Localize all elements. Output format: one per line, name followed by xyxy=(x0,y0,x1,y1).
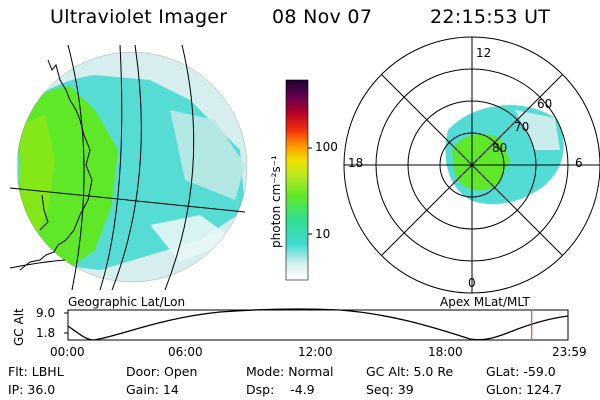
status-glat: GLat: -59.0 xyxy=(486,364,556,379)
polar-plot xyxy=(343,36,600,294)
colorbar-scale xyxy=(285,79,309,281)
mlat-label-70: 70 xyxy=(514,120,530,134)
x-tick-2359: 23:59 xyxy=(552,345,587,359)
geographic-grid xyxy=(9,44,246,291)
polar-caption: Apex MLat/MLT xyxy=(440,295,530,309)
altitude-plot-frame xyxy=(64,308,569,341)
status-ip: IP: 36.0 xyxy=(8,382,56,397)
status-gain: Gain: 14 xyxy=(126,382,179,397)
x-tick-0600: 06:00 xyxy=(168,345,203,359)
altitude-curve xyxy=(67,308,569,341)
status-glon: GLon: 124.7 xyxy=(486,382,562,397)
mlat-label-60: 60 xyxy=(537,97,553,111)
altitude-ymin: 1.8 xyxy=(36,326,56,340)
x-tick-1800: 18:00 xyxy=(428,345,463,359)
mlt-label-6: 6 xyxy=(575,156,583,170)
time-label: 22:15:53 UT xyxy=(430,6,551,28)
status-gc-alt: GC Alt: 5.0 Re xyxy=(366,364,454,379)
coastline xyxy=(19,59,93,271)
status-door: Door: Open xyxy=(126,364,198,379)
geographic-caption: Geographic Lat/Lon xyxy=(68,295,186,309)
status-filter: Flt: LBHL xyxy=(8,364,64,379)
status-mode: Mode: Normal xyxy=(246,364,334,379)
altitude-ylabel: GC Alt xyxy=(12,308,26,346)
mlt-label-18: 18 xyxy=(348,156,364,170)
date-label: 08 Nov 07 xyxy=(272,6,373,28)
colorbar-unit-label: photon cm⁻²s⁻¹ xyxy=(269,155,283,248)
mlt-label-12: 12 xyxy=(476,46,492,60)
altitude-ymax: 9.0 xyxy=(36,306,56,320)
geographic-map xyxy=(17,52,247,282)
mlat-label-80: 80 xyxy=(492,141,508,155)
status-seq: Seq: 39 xyxy=(366,382,414,397)
colorbar-tick-10: 10 xyxy=(315,227,331,241)
x-tick-1200: 12:00 xyxy=(298,345,333,359)
status-dsp: Dsp: -4.9 xyxy=(246,382,315,397)
mlt-label-0: 0 xyxy=(468,276,476,290)
colorbar-tick-100: 100 xyxy=(315,140,338,154)
instrument-title: Ultraviolet Imager xyxy=(50,6,228,28)
x-tick-0000: 00:00 xyxy=(50,345,85,359)
